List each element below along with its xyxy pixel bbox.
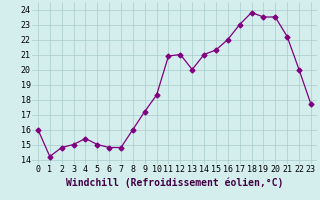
X-axis label: Windchill (Refroidissement éolien,°C): Windchill (Refroidissement éolien,°C) <box>66 177 283 188</box>
